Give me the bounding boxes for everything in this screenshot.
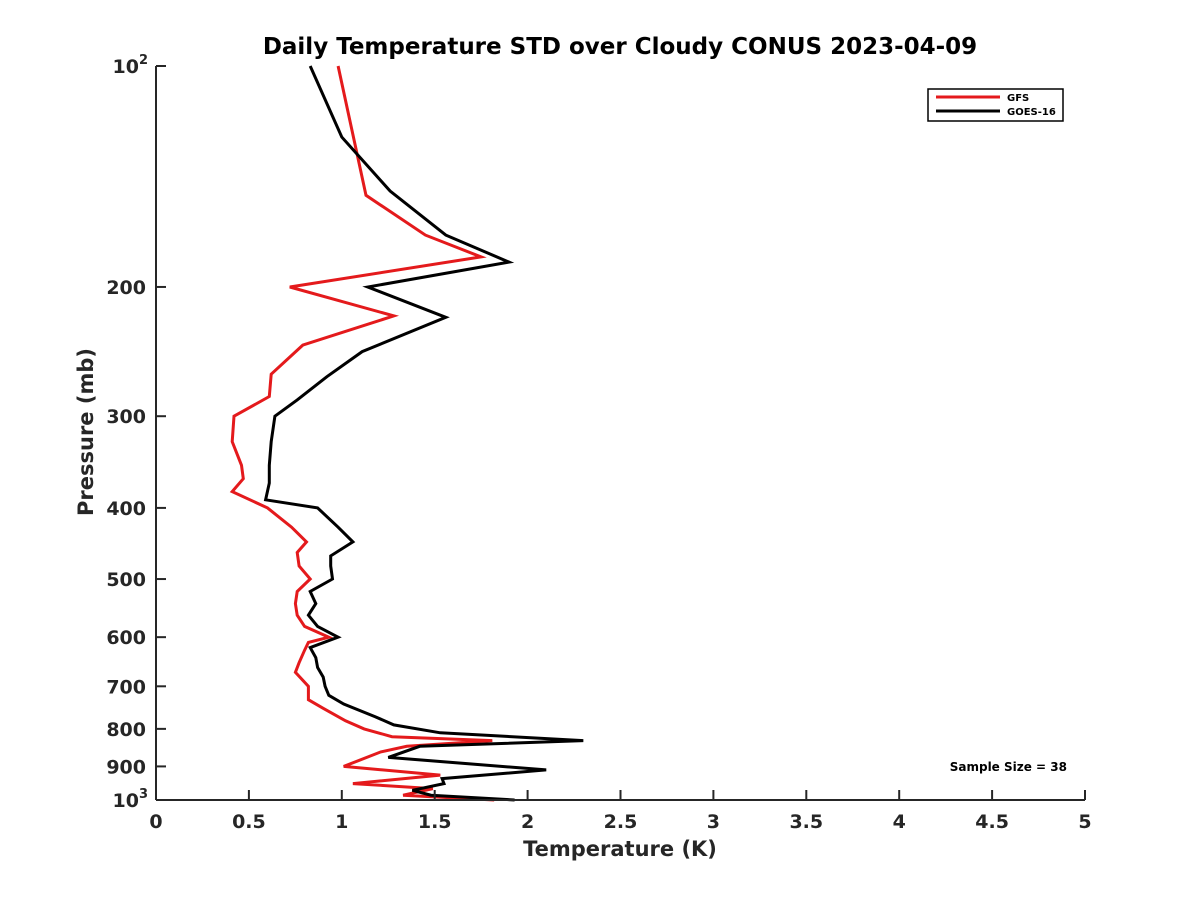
x-tick-label: 5 xyxy=(1078,811,1091,833)
axes-layer: 0 0.5 1 1.5 2 2.5 3 3.5 4 4.5 51022003004005006007… xyxy=(106,53,1091,833)
y-tick-label: 300 xyxy=(106,406,146,428)
x-axis-label: Temperature (K) xyxy=(523,837,717,861)
y-axis-label: Pressure (mb) xyxy=(74,348,98,516)
x-tick-label: 3.5 xyxy=(789,811,823,833)
x-tick-label: 1.5 xyxy=(418,811,452,833)
x-tick-label: 4 xyxy=(893,811,906,833)
y-tick-label: 800 xyxy=(106,719,146,741)
x-tick-label: 3 xyxy=(707,811,720,833)
y-tick-label: 400 xyxy=(106,498,146,520)
legend-label: GFS xyxy=(1007,93,1029,104)
y-tick-label: 103 xyxy=(113,787,149,812)
y-tick-label: 900 xyxy=(106,756,146,778)
x-tick-label: 0 xyxy=(149,811,162,833)
legend: GFS GOES-16 xyxy=(927,88,1064,122)
chart-title: Daily Temperature STD over Cloudy CONUS … xyxy=(263,34,977,60)
sample-size-annotation: Sample Size = 38 xyxy=(950,760,1067,774)
x-tick-label: 4.5 xyxy=(975,811,1009,833)
x-tick-label: 1 xyxy=(335,811,348,833)
x-tick-label: 2 xyxy=(521,811,534,833)
y-tick-label: 500 xyxy=(106,569,146,591)
y-tick-label: 200 xyxy=(106,277,146,299)
y-tick-label: 600 xyxy=(106,627,146,649)
y-tick-label: 700 xyxy=(106,676,146,698)
legend-label: GOES-16 xyxy=(1007,107,1056,118)
x-tick-label: 0.5 xyxy=(232,811,266,833)
x-tick-label: 2.5 xyxy=(604,811,638,833)
legend-box xyxy=(927,88,1064,122)
series-line-goes-16 xyxy=(263,65,584,802)
series-layer xyxy=(229,65,584,802)
